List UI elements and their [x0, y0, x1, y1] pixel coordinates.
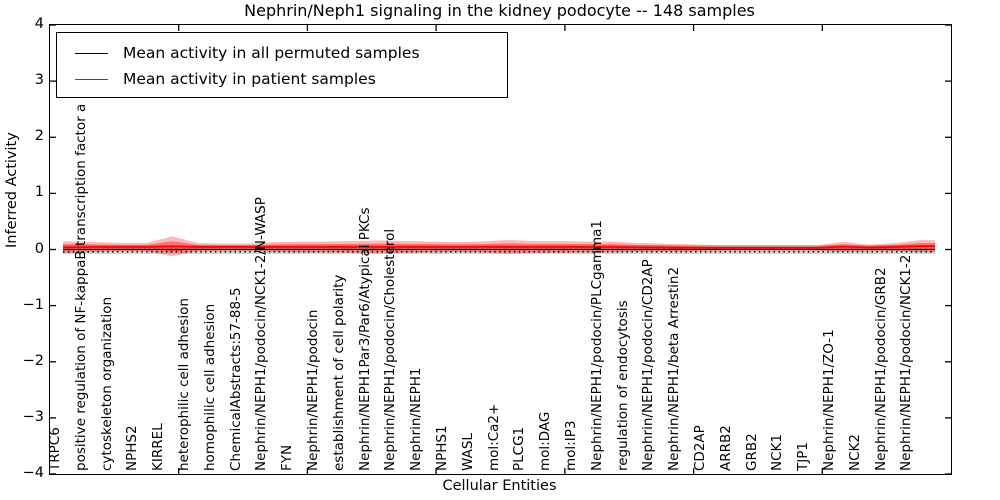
x-tick-label: Nephrin/NEPH1Par3/Par6/Atypical PKCs: [356, 207, 373, 472]
plot-canvas: [50, 25, 951, 474]
y-tick-label: −4: [22, 465, 44, 481]
legend: Mean activity in all permuted samples Me…: [56, 32, 508, 98]
x-tick-label: GRB2: [743, 433, 760, 471]
x-tick-label: Nephrin/NEPH1: [408, 367, 425, 471]
x-tick-label: mol:DAG: [537, 411, 554, 471]
x-tick-label: Nephrin/NEPH1/podocin/GRB2: [872, 267, 889, 471]
x-tick-label: Nephrin/NEPH1/beta Arrestin2: [666, 266, 683, 471]
x-tick-label: heterophilic cell adhesion: [176, 298, 192, 471]
x-tick-label: KIRREL: [150, 423, 167, 471]
x-tick-label: NPHS2: [124, 425, 141, 471]
x-tick-label: regulation of endocytosis: [614, 300, 631, 471]
legend-label: Mean activity in patient samples: [123, 70, 376, 88]
x-tick-label: CD2AP: [692, 425, 708, 471]
y-tick-label: −1: [22, 296, 44, 313]
y-tick-label: 4: [34, 16, 44, 32]
x-tick-label: cytoskeleton organization: [98, 296, 115, 471]
legend-item-patient: Mean activity in patient samples: [75, 66, 507, 92]
y-tick-label: 2: [34, 128, 44, 145]
x-tick-label: NPHS1: [434, 425, 450, 471]
x-tick-label: NCK1: [769, 434, 786, 471]
x-tick-label: TJP1: [795, 442, 812, 471]
y-tick-label: 0: [34, 240, 44, 257]
x-tick-label: Nephrin/NEPH1/ZO-1: [821, 329, 837, 471]
x-tick-label: WASL: [459, 433, 476, 471]
chart-title: Nephrin/Neph1 signaling in the kidney po…: [244, 1, 755, 20]
y-tick-label: −3: [22, 408, 44, 425]
x-tick-label: Nephrin/NEPH1/podocin/Cholesterol: [382, 228, 399, 471]
x-tick-label: Nephrin/NEPH1/podocin/CD2AP: [640, 259, 657, 471]
x-tick-label: Nephrin/NEPH1/podocin/NCK1-2: [898, 254, 915, 471]
red-line-swatch: [75, 78, 108, 80]
x-tick-label: PLCG1: [511, 426, 528, 471]
x-tick-label: positive regulation of NF-kappaB transcr…: [72, 103, 89, 471]
y-tick-label: −2: [22, 352, 44, 369]
x-tick-label: Nephrin/NEPH1/podocin/NCK1-2/N-WASP: [253, 197, 270, 471]
plot-area: TRPC6 positive regulation of NF-kappaB tr…: [47, 24, 952, 475]
black-line-swatch: [75, 52, 108, 54]
x-tick-label: ChemicalAbstracts:57-88-5: [227, 287, 244, 471]
x-tick-label: FYN: [279, 444, 296, 471]
legend-item-permuted: Mean activity in all permuted samples: [75, 40, 507, 66]
x-tick-label: NCK2: [846, 434, 863, 471]
x-tick-label: Nephrin/NEPH1/podocin/PLCgamma1: [588, 219, 605, 471]
x-tick-label: ARRB2: [717, 425, 734, 471]
x-tick-label: TRPC6: [47, 427, 63, 471]
y-tick-label: 3: [34, 72, 44, 89]
x-axis-label: Cellular Entities: [442, 478, 557, 494]
x-tick-label: Nephrin/NEPH1/podocin: [305, 309, 321, 471]
x-tick-label: mol:Ca2+: [485, 403, 502, 471]
y-tick-label: 1: [34, 184, 44, 201]
x-tick-label: homophilic cell adhesion: [201, 303, 218, 471]
x-tick-label: mol:IP3: [563, 420, 579, 471]
legend-label: Mean activity in all permuted samples: [123, 44, 420, 62]
x-tick-label: establishment of cell polarity: [330, 274, 347, 471]
